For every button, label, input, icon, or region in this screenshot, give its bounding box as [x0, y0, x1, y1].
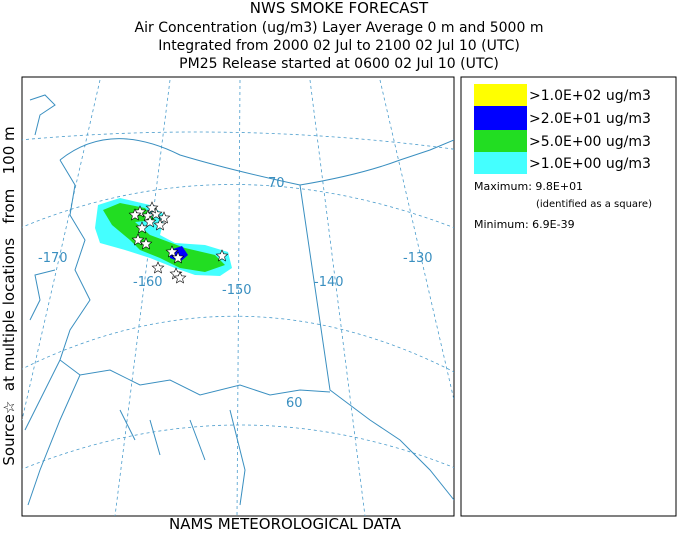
- grid-label: -140: [314, 275, 344, 290]
- map: -170 -160 -150 -140 -130 70 60: [21, 76, 455, 517]
- source-star: [135, 221, 149, 234]
- source-star: [143, 215, 157, 228]
- coast: [29, 94, 454, 186]
- title: NWS SMOKE FORECAST: [250, 0, 429, 17]
- grid-label: 70: [268, 176, 285, 191]
- subtitle: PM25 Release started at 0600 02 Jul 10 (…: [179, 56, 499, 72]
- stat-min: Minimum: 6.9E-39: [474, 218, 575, 231]
- graticule-line: [309, 79, 366, 516]
- legend-label: >2.0E+01 ug/m3: [529, 111, 651, 127]
- grid-label: 60: [286, 396, 303, 411]
- header: NWS SMOKE FORECAST Air Concentration (ug…: [135, 0, 544, 72]
- source-star: [171, 251, 185, 264]
- source-star: [173, 271, 187, 284]
- graticule-line: [22, 131, 454, 150]
- legend: >1.0E+02 ug/m3 >2.0E+01 ug/m3 >5.0E+00 ug/…: [474, 84, 651, 174]
- grid-label: -150: [222, 283, 252, 298]
- graticule-line: [236, 79, 241, 516]
- grid-label: -130: [403, 251, 433, 266]
- source-star: [215, 249, 229, 262]
- subtitle: Integrated from 2000 02 Jul to 2100 02 J…: [158, 38, 520, 54]
- side-label: Source☆ at multiple locations from 100 m: [0, 126, 18, 465]
- coast: [24, 359, 81, 506]
- graticule-line: [22, 315, 454, 373]
- source-star: [165, 245, 179, 258]
- graticule-line: [22, 79, 101, 421]
- coast: [119, 409, 246, 506]
- graticule-line: [22, 184, 454, 229]
- stat-note: (identified as a square): [536, 199, 652, 210]
- footer: NAMS METEOROLOGICAL DATA: [169, 515, 402, 532]
- plume-mid: [103, 203, 225, 272]
- source-star: [139, 237, 153, 250]
- source-star: [157, 211, 171, 224]
- legend-label: >5.0E+00 ug/m3: [529, 134, 651, 150]
- source-star: [128, 208, 142, 221]
- legend-swatch: [474, 84, 527, 106]
- grid-labels: -170 -160 -150 -140 -130 70 60: [38, 176, 433, 411]
- legend-swatch: [474, 130, 527, 152]
- grid-label: -160: [133, 275, 163, 290]
- stat-max: Maximum: 9.8E+01: [474, 180, 583, 193]
- legend-swatch: [474, 152, 527, 174]
- source-star: [153, 218, 167, 231]
- legend-swatch: [474, 106, 527, 130]
- graticule-line: [114, 79, 171, 516]
- coast: [29, 269, 56, 321]
- grid-label: -170: [38, 251, 68, 266]
- legend-label: >1.0E+02 ug/m3: [529, 88, 651, 104]
- source-star: [151, 261, 165, 274]
- graticule: [22, 79, 454, 516]
- graticule-line: [379, 79, 454, 401]
- coastline: [24, 94, 454, 506]
- sources: [128, 201, 229, 284]
- subtitle: Air Concentration (ug/m3) Layer Average …: [135, 20, 544, 36]
- legend-label: >1.0E+00 ug/m3: [529, 156, 651, 172]
- source-star: [145, 201, 159, 214]
- border: [299, 184, 454, 501]
